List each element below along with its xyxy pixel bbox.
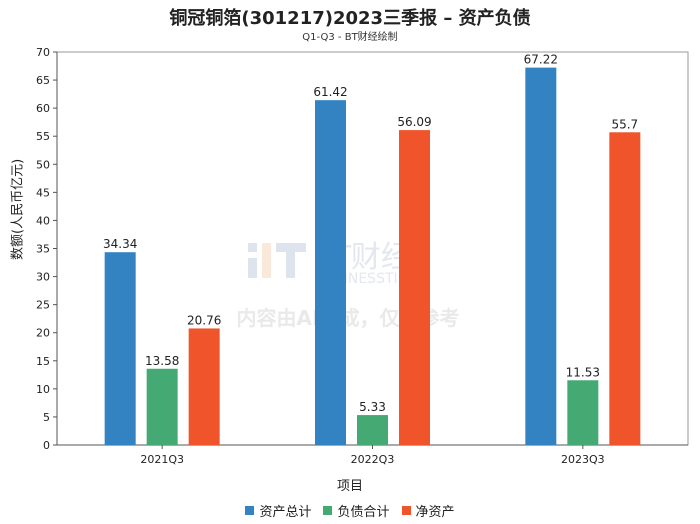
bar <box>609 132 641 445</box>
bars <box>104 67 641 446</box>
y-tick-label: 30 <box>36 271 50 284</box>
bar <box>567 380 599 445</box>
y-tick-label: 10 <box>36 383 50 396</box>
legend-item: 负债合计 <box>323 501 390 520</box>
x-tick-label: 2023Q3 <box>561 453 605 466</box>
bar <box>146 368 178 445</box>
bar <box>357 415 388 445</box>
x-axis-label: 项目 <box>336 479 363 494</box>
x-tick-label: 2022Q3 <box>351 453 395 466</box>
bar <box>525 67 557 445</box>
y-tick-label: 5 <box>43 411 50 424</box>
legend-label: 资产总计 <box>259 505 312 520</box>
data-label: 20.76 <box>187 313 221 327</box>
chart-subtitle: Q1-Q3 - BT财经绘制 <box>302 32 398 43</box>
data-label: 5.33 <box>359 400 386 414</box>
data-labels: 34.34 13.58 20.76 61.42 5.33 56.09 67.22 11.53 5… <box>103 53 638 414</box>
bar <box>104 252 136 445</box>
legend-item: 净资产 <box>401 501 455 520</box>
y-tick-label: 15 <box>36 355 50 368</box>
chart-title: 铜冠铜箔(301217)2023三季报 – 资产负债 <box>169 8 531 29</box>
axes: 0 5 10 15 20 25 30 35 40 45 50 55 60 65 70 2021Q3 2022Q3… <box>36 46 689 466</box>
legend-swatch <box>401 506 411 515</box>
legend-swatch <box>323 506 333 515</box>
y-tick-label: 0 <box>43 439 50 452</box>
y-tick-label: 45 <box>36 186 50 199</box>
legend-label: 负债合计 <box>337 505 390 520</box>
y-tick-label: 55 <box>36 130 50 143</box>
y-tick-label: 40 <box>36 214 50 227</box>
data-label: 13.58 <box>145 354 179 368</box>
data-label: 67.22 <box>524 53 558 67</box>
bar <box>315 100 346 446</box>
data-label: 56.09 <box>397 115 431 129</box>
bar <box>399 130 430 445</box>
y-tick-label: 60 <box>36 102 50 115</box>
data-label: 55.7 <box>611 117 638 131</box>
data-label: 34.34 <box>103 237 137 251</box>
y-tick-label: 20 <box>36 327 50 340</box>
data-label: 61.42 <box>313 85 347 99</box>
legend-item: 资产总计 <box>245 501 311 520</box>
bar <box>188 328 220 445</box>
y-tick-label: 50 <box>36 158 50 171</box>
x-tick-label: 2021Q3 <box>140 453 184 466</box>
legend: 资产总计 负债合计 净资产 <box>0 501 700 520</box>
watermark-logo-icon <box>248 243 306 278</box>
legend-label: 净资产 <box>415 505 455 520</box>
y-tick-label: 65 <box>36 74 50 87</box>
y-tick-label: 70 <box>36 46 50 59</box>
legend-swatch <box>245 506 255 515</box>
data-label: 11.53 <box>566 365 600 379</box>
y-tick-label: 35 <box>36 243 50 256</box>
y-tick-label: 25 <box>36 299 50 312</box>
